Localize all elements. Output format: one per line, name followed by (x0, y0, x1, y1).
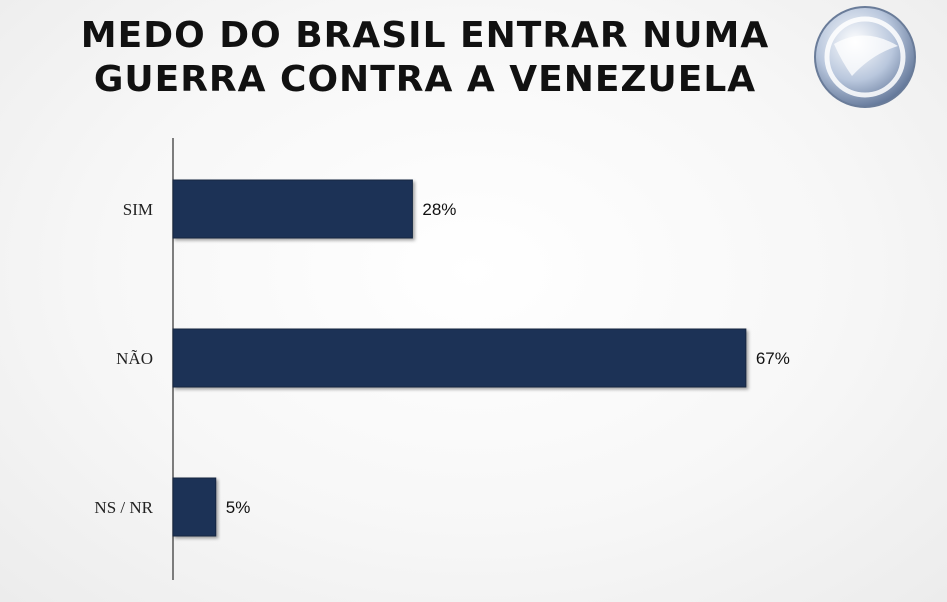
bar-2 (172, 477, 217, 537)
chart-title-line-2: GUERRA CONTRA A VENEZUELA (93, 59, 757, 100)
chart-title: MEDO DO BRASIL ENTRAR NUMA GUERRA CONTRA… (40, 14, 810, 102)
bar-0 (172, 179, 413, 239)
chart-title-line-1: MEDO DO BRASIL ENTRAR NUMA (80, 15, 770, 56)
category-label: NS / NR (94, 498, 153, 517)
value-label: 28% (422, 200, 456, 219)
category-label: SIM (123, 200, 153, 219)
category-label: NÃO (116, 349, 153, 368)
value-label: 67% (756, 349, 790, 368)
bar-1 (172, 328, 747, 388)
record-tv-logo-icon (814, 6, 916, 108)
value-label: 5% (226, 498, 251, 517)
